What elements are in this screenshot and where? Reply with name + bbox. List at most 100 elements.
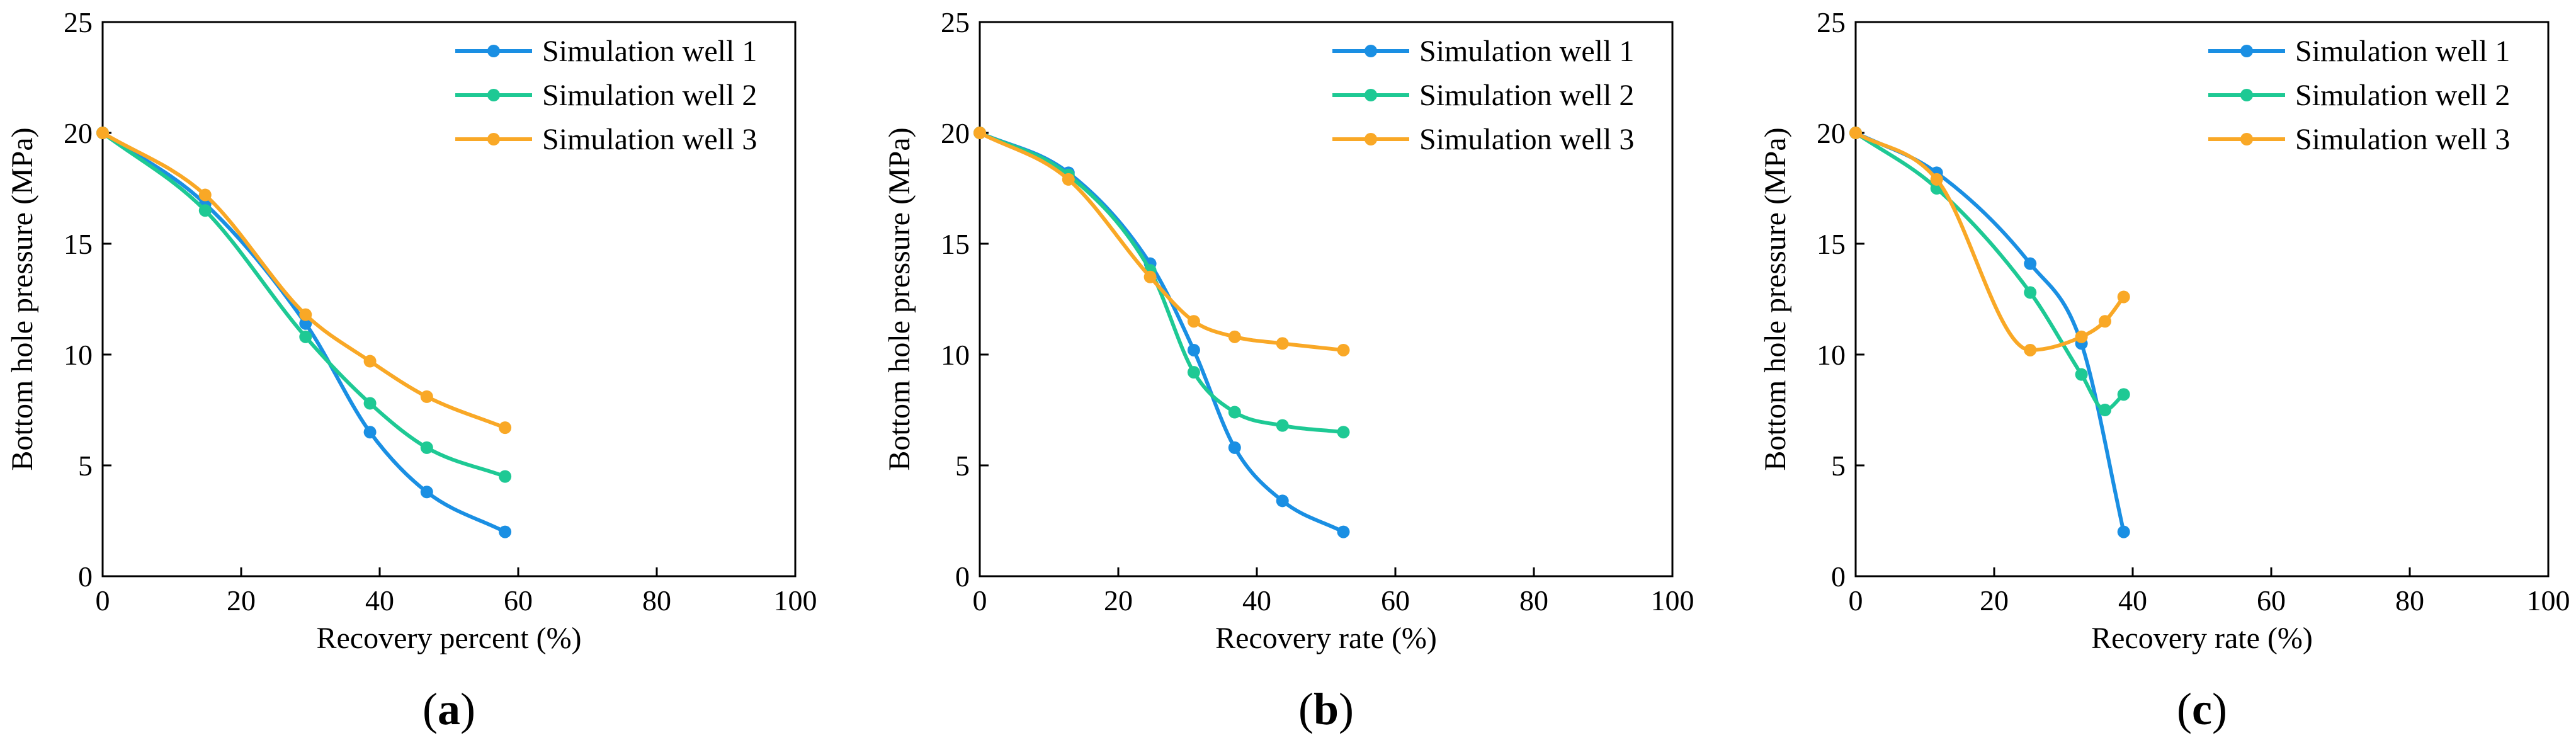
data-point	[2075, 368, 2088, 381]
panel-label-close: )	[2212, 684, 2227, 734]
legend-label: Simulation well 2	[2295, 79, 2510, 112]
data-point	[2099, 404, 2111, 416]
data-point	[1187, 366, 1200, 379]
data-point	[499, 470, 512, 483]
data-point	[2024, 286, 2037, 299]
data-point	[2117, 388, 2130, 401]
legend-entry-3: Simulation well 3	[2208, 123, 2510, 156]
chart-panel-c: 0 20 40 60 80 100 0 5 10 15 20 25 Recovery rate (%) B…	[1759, 6, 2570, 734]
data-point	[2024, 257, 2037, 270]
legend-label: Simulation well 2	[1419, 79, 1634, 112]
data-point	[1062, 173, 1075, 186]
x-tick-label: 60	[504, 584, 533, 617]
plot-frame	[1854, 21, 2550, 577]
legend-label: Simulation well 3	[542, 123, 757, 156]
legend-swatch-marker	[487, 45, 500, 57]
y-tick-label: 15	[64, 228, 93, 260]
data-point	[1187, 343, 1200, 356]
legend-label: Simulation well 1	[1419, 35, 1634, 68]
y-tick-label: 20	[941, 117, 970, 149]
y-tick-label: 10	[64, 339, 93, 371]
legend-swatch-marker	[487, 89, 500, 101]
legend-entry-3: Simulation well 3	[1332, 123, 1634, 156]
x-axis-label: Recovery percent (%)	[316, 622, 581, 655]
legend-swatch-marker	[2240, 89, 2253, 101]
panel-label: (c)	[2177, 684, 2227, 734]
data-point	[420, 390, 433, 403]
legend-label: Simulation well 2	[542, 79, 757, 112]
x-tick-label: 100	[1651, 584, 1694, 617]
panel-label: (a)	[423, 684, 475, 734]
data-point	[1228, 406, 1241, 419]
data-point	[1337, 426, 1350, 439]
data-point	[973, 127, 986, 139]
data-point	[96, 127, 109, 139]
panel-label-letter: b	[1314, 684, 1339, 734]
legend-entry-1: Simulation well 1	[455, 35, 757, 68]
data-point	[198, 204, 212, 217]
y-tick-label: 0	[955, 560, 970, 593]
data-point	[198, 188, 212, 202]
legend-label: Simulation well 1	[2295, 35, 2510, 68]
y-tick-label: 25	[1817, 6, 1846, 38]
y-axis-label: Bottom hole pressure (MPa)	[1759, 127, 1792, 470]
data-point	[2075, 330, 2088, 343]
chart-panel-a: 0 20 40 60 80 100 0 5 10 15 20 25 Recovery percent (…	[6, 6, 817, 734]
legend-label: Simulation well 3	[1419, 123, 1634, 156]
data-point	[1228, 441, 1241, 454]
panel-label-close: )	[460, 684, 475, 734]
x-tick-label: 0	[1849, 584, 1863, 617]
data-point	[2024, 343, 2037, 356]
x-tick-label: 20	[1980, 584, 2009, 617]
x-tick-label: 40	[1242, 584, 1271, 617]
data-point	[1276, 337, 1289, 350]
y-axis-label: Bottom hole pressure (MPa)	[883, 127, 916, 470]
data-point	[499, 525, 512, 538]
x-axis-label: Recovery rate (%)	[2091, 622, 2313, 655]
legend-swatch-marker	[2240, 45, 2253, 57]
y-tick-label: 0	[78, 560, 93, 593]
series-1	[973, 127, 1350, 538]
data-point	[299, 317, 312, 330]
panel-label-close: )	[1339, 684, 1354, 734]
chart-panel-b: 0 20 40 60 80 100 0 5 10 15 20 25 Recovery rate (%) B…	[883, 6, 1694, 734]
panel-label-letter: a	[438, 684, 460, 734]
y-tick-label: 10	[941, 339, 970, 371]
data-point	[1337, 525, 1350, 538]
data-point	[2117, 525, 2130, 538]
data-point	[1276, 494, 1289, 508]
y-tick-label: 25	[941, 6, 970, 38]
plot-frame	[979, 21, 1674, 577]
y-tick-label: 20	[64, 117, 93, 149]
data-point	[363, 355, 377, 368]
legend-entry-3: Simulation well 3	[455, 123, 757, 156]
legend-entry-1: Simulation well 1	[1332, 35, 1634, 68]
series-line	[101, 131, 508, 479]
legend-swatch-marker	[1365, 45, 1377, 57]
y-tick-label: 5	[78, 450, 93, 482]
legend-swatch-marker	[1365, 133, 1377, 145]
x-tick-label: 20	[227, 584, 256, 617]
series-3	[96, 127, 512, 435]
legend-swatch-marker	[2240, 133, 2253, 145]
x-tick-label: 40	[365, 584, 394, 617]
y-tick-label: 5	[955, 450, 970, 482]
legend-label: Simulation well 1	[542, 35, 757, 68]
panel-label-open: (	[1298, 684, 1314, 734]
x-tick-label: 100	[2527, 584, 2570, 617]
panel-label-letter: c	[2192, 684, 2212, 734]
data-point	[299, 330, 312, 343]
legend-entry-2: Simulation well 2	[1332, 79, 1634, 112]
y-tick-label: 0	[1831, 560, 1846, 593]
plot-frame	[101, 21, 797, 577]
y-tick-label: 10	[1817, 339, 1846, 371]
x-axis-label: Recovery rate (%)	[1215, 622, 1437, 655]
data-point	[1276, 419, 1289, 432]
data-point	[2117, 290, 2130, 304]
x-tick-label: 80	[642, 584, 671, 617]
series-3	[1849, 127, 2130, 356]
y-tick-label: 25	[64, 6, 93, 38]
data-point	[1143, 270, 1157, 283]
data-point	[1337, 343, 1350, 356]
